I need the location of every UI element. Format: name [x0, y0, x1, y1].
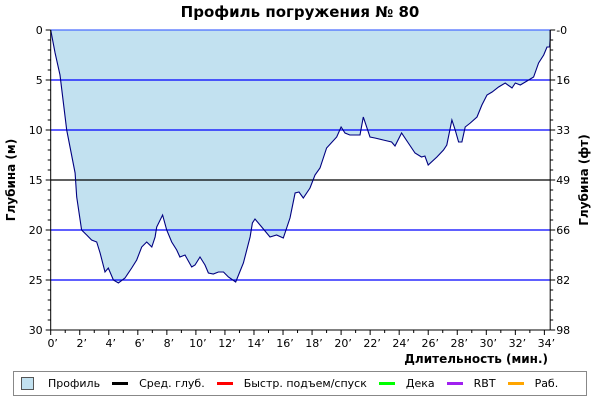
- legend-swatch: [21, 377, 34, 390]
- y-axis-label-right: Глубина (фт): [577, 134, 591, 225]
- legend-label: RBT: [473, 377, 496, 390]
- legend-label: Профиль: [48, 377, 101, 390]
- x-tick-label: 32’: [509, 337, 527, 350]
- legend-label: Раб.: [534, 377, 559, 390]
- profile-line: [50, 29, 551, 284]
- legend-swatch: [446, 382, 463, 385]
- legend-label: Сред. глуб.: [139, 377, 205, 390]
- y-tick-label-right: 66: [556, 224, 570, 237]
- legend-label: Дека: [405, 377, 435, 390]
- x-tick-label: 2’: [76, 337, 87, 350]
- profile-area: [50, 30, 551, 283]
- legend-label: Быстр. подъем/спуск: [243, 377, 367, 390]
- legend-item: Сред. глуб.: [112, 377, 205, 390]
- x-axis-label: Длительность (мин.): [404, 352, 548, 366]
- y-axis-label-left: Глубина (м): [4, 139, 18, 221]
- y-tick-label-right: 49: [556, 174, 570, 187]
- x-tick-label: 24’: [392, 337, 410, 350]
- x-tick-label: 20’: [334, 337, 352, 350]
- x-tick-label: 16’: [276, 337, 294, 350]
- x-tick-label: 10’: [189, 337, 207, 350]
- y-tick-label-left: 20: [29, 224, 43, 237]
- x-tick-label: 8’: [164, 337, 175, 350]
- x-tick-label: 22’: [363, 337, 381, 350]
- x-tick-label: 14’: [247, 337, 265, 350]
- legend-swatch: [216, 382, 233, 385]
- x-tick-label: 4’: [106, 337, 117, 350]
- x-tick-label: 34’: [538, 337, 556, 350]
- legend-swatch: [112, 382, 129, 385]
- y-tick-label-left: 30: [29, 324, 43, 337]
- legend: Профиль Сред. глуб. Быстр. подъем/спуск Дек…: [13, 371, 587, 396]
- legend-item: Быстр. подъем/спуск: [216, 377, 367, 390]
- dive-profile-chart: 0 -0 5 16 10 33 15 49 20 66 25 82 30 98 0’ 2’ 4’ 6’ 8’ 10’ 1…: [4, 24, 591, 366]
- y-tick-label-right: -0: [556, 24, 567, 37]
- x-tick-label: 28’: [451, 337, 469, 350]
- y-tick-label-right: 16: [556, 74, 570, 87]
- legend-swatch: [507, 382, 524, 385]
- x-tick-label: 30’: [480, 337, 498, 350]
- x-tick-label: 12’: [218, 337, 236, 350]
- legend-swatch: [378, 382, 395, 385]
- legend-item: Профиль: [21, 377, 100, 390]
- x-tick-label: 0’: [47, 337, 58, 350]
- x-tick-label: 18’: [305, 337, 323, 350]
- y-tick-label-left: 5: [36, 74, 43, 87]
- y-tick-label-right: 33: [556, 124, 570, 137]
- legend-item: RBT: [446, 377, 496, 390]
- x-tick-label: 6’: [135, 337, 146, 350]
- x-tick-label: 26’: [421, 337, 439, 350]
- legend-item: Дека: [378, 377, 435, 390]
- y-tick-label-left: 25: [29, 274, 43, 287]
- y-tick-label-left: 0: [36, 24, 43, 37]
- chart-title: Профиль погружения № 80: [180, 3, 420, 21]
- y-tick-label-left: 10: [29, 124, 43, 137]
- y-tick-label-right: 98: [556, 324, 570, 337]
- y-tick-label-right: 82: [556, 274, 570, 287]
- y-tick-label-left: 15: [29, 174, 43, 187]
- legend-item: Раб.: [507, 377, 559, 390]
